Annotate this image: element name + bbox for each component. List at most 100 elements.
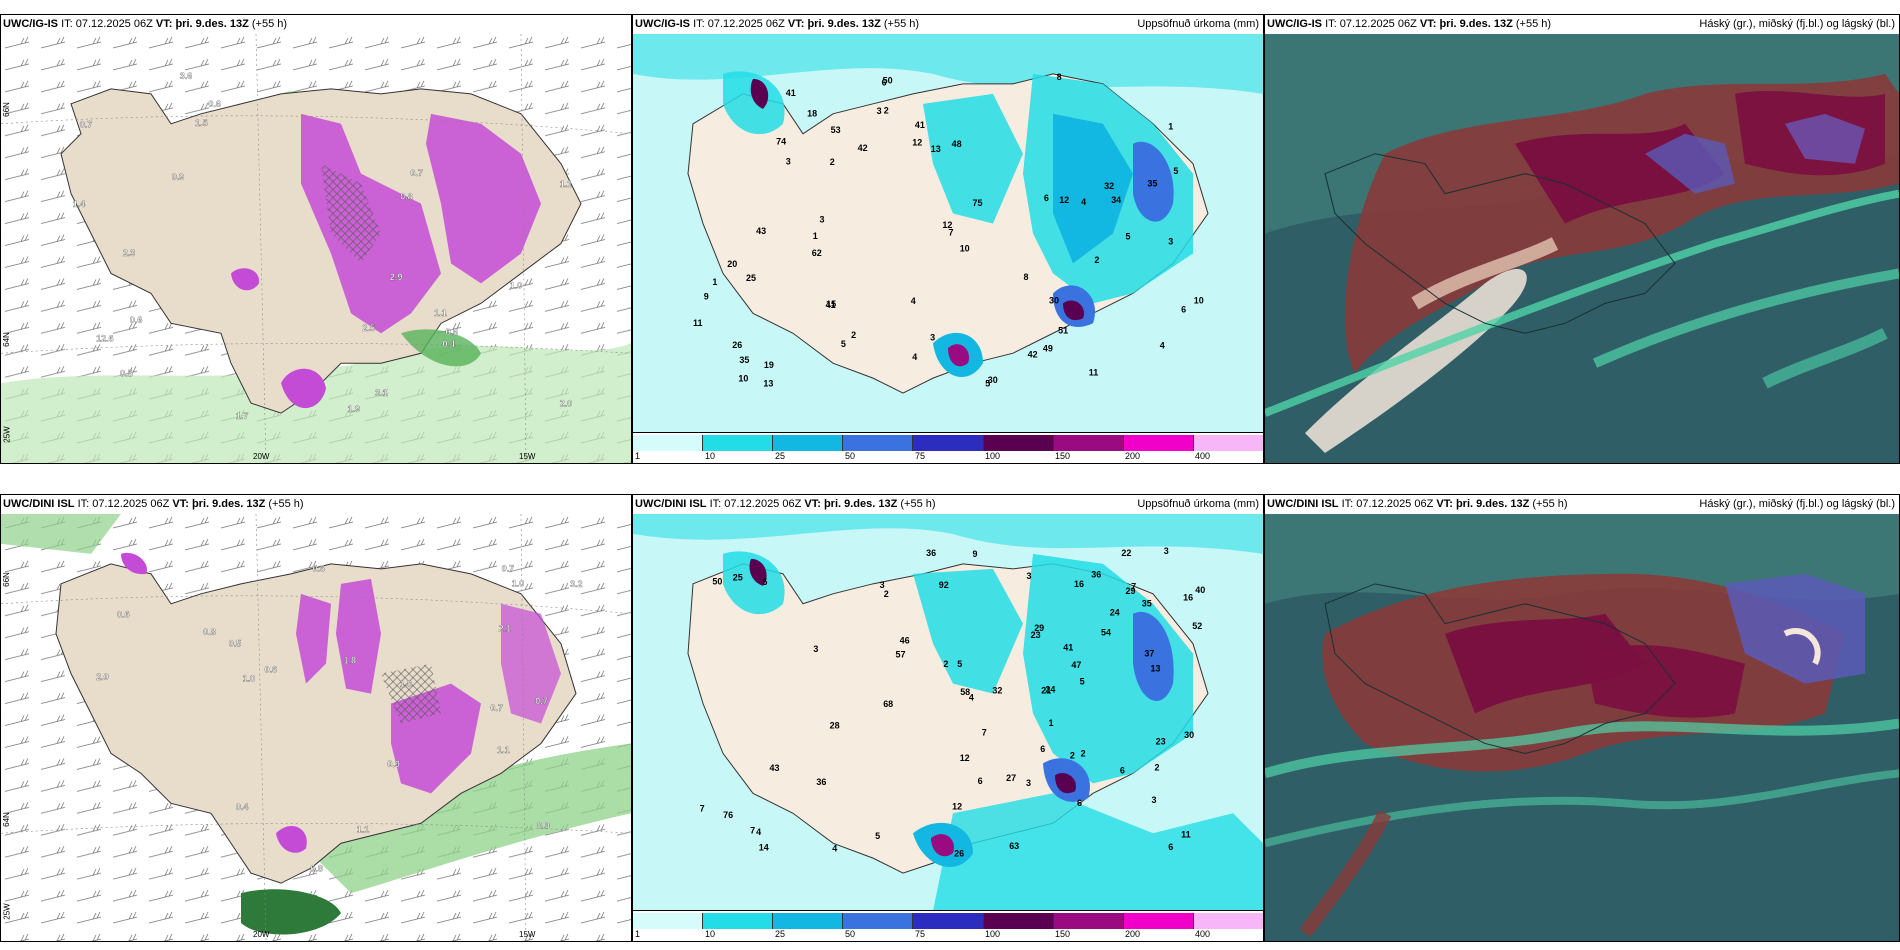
model-name: UWC/DINI ISL [1267, 498, 1339, 510]
map-value-label: 0.5 [120, 368, 132, 378]
map-value-label: 34 [1111, 195, 1121, 205]
lead-time: (+55 h) [251, 18, 288, 30]
map-value-label: 12 [952, 802, 962, 812]
colorbar-swatch [1123, 435, 1194, 451]
map-value-label: 25 [733, 573, 743, 583]
map-value-label: 3 [1026, 778, 1031, 788]
colorbar-swatch [703, 913, 774, 929]
panel-header: UWC/DINI ISL IT: 07.12.2025 06Z VT: þri.… [1265, 495, 1899, 514]
map-value-label: 10 [1194, 296, 1204, 306]
map-value-label: 8 [1024, 272, 1029, 282]
map-value-label: 26 [954, 849, 964, 859]
it-label: IT: [693, 18, 705, 30]
vt-label: VT: [787, 18, 805, 30]
map-value-label: 4 [832, 844, 837, 854]
map-value-label: 12 [1059, 195, 1069, 205]
map-value-label: 9 [704, 292, 709, 302]
panel-ig-pressure: UWC/IG-IS IT: 07.12.2025 06Z VT: þri. 9.… [0, 14, 632, 464]
map-value-label: 11 [1181, 829, 1191, 839]
map-value-label: 74 [776, 136, 786, 146]
precip-map: 6535443331614922313225777761125211224663… [633, 514, 1263, 911]
colorbar-label: 400 [1195, 451, 1211, 461]
map-value-label: 1.7 [236, 411, 248, 421]
map-value-label: 3.2 [570, 579, 582, 589]
map-value-label: 7 [700, 803, 705, 813]
panel-title: Uppsöfnuð úrkoma (mm) [1137, 18, 1259, 30]
map-value-label: 12 [942, 220, 952, 230]
map-value-label: 3 [1168, 236, 1173, 246]
colorbar-labels: 1 10 25 50 75 100 150 200 400 [633, 451, 1263, 463]
colorbar-label: 150 [1055, 929, 1071, 939]
map-value-label: 2 [851, 330, 856, 340]
map-value-label: 29 [1126, 586, 1136, 596]
map-value-label: 1 [813, 231, 818, 241]
map-value-label: 0.6 [208, 99, 220, 109]
map-value-label: 62 [812, 248, 822, 258]
lat-label-66n: 66N [1, 572, 11, 587]
vt-value: þri. 9.des. 13Z [191, 498, 266, 510]
colorbar-swatch [1053, 913, 1124, 929]
panel-header: UWC/DINI ISL IT: 07.12.2025 06Z VT: þri.… [633, 495, 1263, 514]
map-value-label: 1 [1168, 121, 1173, 131]
map-value-label: 3 [877, 106, 882, 116]
map-value-label: 5 [875, 831, 880, 841]
panel-title: Uppsöfnuð úrkoma (mm) [1137, 498, 1259, 510]
map-value-label: 41 [826, 300, 836, 310]
panel-dini-precip: UWC/DINI ISL IT: 07.12.2025 06Z VT: þri.… [632, 494, 1264, 942]
map-value-label: 19 [764, 360, 774, 370]
map-value-label: 24 [1110, 608, 1120, 618]
map-value-label: 4 [911, 296, 916, 306]
map-value-label: 3.6 [180, 71, 192, 81]
map-value-label: 4 [1160, 341, 1165, 351]
map-value-label: 2 [1081, 748, 1086, 758]
map-value-label: 3 [1027, 571, 1032, 581]
map-value-label: 54 [1101, 627, 1111, 637]
map-value-label: 2 [1070, 750, 1075, 760]
cloud-map [1265, 34, 1899, 463]
lead-time: (+55 h) [1515, 18, 1552, 30]
colorbar-swatch [983, 435, 1054, 451]
map-value-label: 2 [830, 157, 835, 167]
colorbar-label: 25 [775, 451, 786, 461]
it-label: IT: [61, 18, 73, 30]
map-value-label: 9 [973, 549, 978, 559]
map-value-label: 14 [759, 843, 769, 853]
vt-label: VT: [804, 498, 821, 510]
lat-label-66n: 66N [1, 102, 11, 117]
panel-ig-cloud: UWC/IG-IS IT: 07.12.2025 06Z VT: þri. 9.… [1264, 14, 1900, 464]
vt-label: VT: [1419, 18, 1437, 30]
map-value-label: 0.7 [502, 563, 514, 573]
map-value-label: 5 [985, 378, 990, 388]
map-area: 0.9 1.1 1.4 1.9 2.9 2.3 2.0 1.5 3.1 12.6 0.7 1.0 2.5… [1, 34, 631, 463]
it-label: IT: [1341, 498, 1354, 510]
map-value-label: 1.1 [357, 824, 369, 834]
map-value-label: 92 [939, 580, 949, 590]
map-area: 0.9 0.8 1.0 1.1 2.1 1.0 0.5 0.7 0.6 0.7 3.2 2.0 0.9 0… [1, 514, 631, 941]
panel-header: UWC/DINI ISL IT: 07.12.2025 06Z VT: þri.… [1, 495, 631, 514]
map-value-label: 1.9 [348, 404, 360, 414]
map-value-label: 32 [992, 686, 1002, 696]
map-value-label: 6 [1040, 744, 1045, 754]
panel-ig-precip: UWC/IG-IS IT: 07.12.2025 06Z VT: þri. 9.… [632, 14, 1264, 464]
map-value-label: 3 [786, 157, 791, 167]
map-value-label: 32 [1104, 181, 1114, 191]
map-value-label: 35 [1147, 179, 1157, 189]
colorbar-swatch [1053, 435, 1124, 451]
map-value-label: 6 [1168, 842, 1173, 852]
colorbar-swatch [913, 435, 984, 451]
map-value-label: 2 [884, 106, 889, 116]
map-value-label: 6 [1181, 304, 1186, 314]
map-value-label: 12 [912, 138, 922, 148]
vt-value: þri. 9.des. 13Z [175, 18, 249, 30]
map-value-label: 11 [1089, 368, 1099, 378]
map-area: 6 5 3 5 4 4 3 3 3 16 14 9 2 2 3 1 3 2 2 5 7 7 7 7 6 11 25 21 12 24 6 63… [633, 514, 1263, 911]
map-value-label: 7 [982, 727, 987, 737]
colorbar-swatch [843, 913, 914, 929]
lat-label-64n: 64N [1, 812, 11, 827]
vt-label: VT: [1436, 498, 1453, 510]
map-value-label: 13 [763, 379, 773, 389]
map-value-label: 76 [723, 810, 733, 820]
map-value-label: 35 [1142, 599, 1152, 609]
map-value-label: 2.0 [560, 398, 572, 408]
map-value-label: 1.0 [243, 673, 255, 683]
